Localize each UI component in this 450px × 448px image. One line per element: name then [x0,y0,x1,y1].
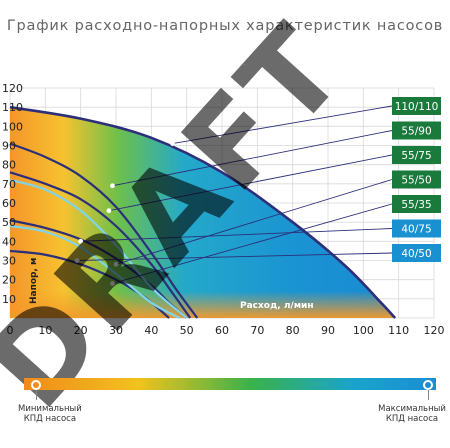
model-label-55/90: 55/90 [401,126,431,138]
y-tick-label: 70 [2,178,16,191]
curve-55/75 [9,171,192,319]
operating-point-55/35 [110,281,115,286]
model-label-110/110: 110/110 [395,101,439,113]
y-axis-label: Напор, м [29,258,39,304]
model-label-55/35: 55/35 [401,199,431,211]
curve-110/110 [9,105,397,319]
x-tick-label: 60 [215,324,229,337]
y-tick-label: 50 [2,216,16,229]
x-tick-label: 110 [388,324,409,337]
min-efficiency-caption: Минимальный КПД насоса [18,404,82,424]
curves [9,105,397,319]
axis-ticks: 0 10 20 30 40 50 60 70 80 90 100 110 120 10 20 30 40 50 60… [2,82,445,337]
model-badge-40/75 [392,219,441,238]
y-tick-label: 100 [2,120,23,133]
model-badge-55/90 [392,121,441,140]
y-tick-label: 10 [2,293,16,306]
model-labels: 110/110 55/90 55/75 55/50 55/35 40/75 40/50 [74,97,441,286]
x-axis-label: Расход, л/мин [240,301,314,311]
operating-point-40/75 [78,238,84,244]
model-label-55/75: 55/75 [401,150,431,162]
operating-point-55/75 [106,208,112,214]
x-tick-label: 0 [7,324,14,337]
model-label-40/75: 40/75 [401,224,431,236]
y-tick-label: 60 [2,197,16,210]
leader-line-55/50 [115,179,393,265]
leader-line-55/75 [108,154,393,212]
x-tick-label: 90 [321,324,335,337]
x-tick-label: 20 [74,324,88,337]
x-tick-label: 70 [250,324,264,337]
model-label-55/50: 55/50 [401,175,431,187]
operating-point-40/50 [74,258,80,263]
leader-line-55/90 [112,130,393,187]
x-tick-label: 30 [109,324,123,337]
efficiency-scale-bar [24,378,436,390]
x-tick-label: 80 [286,324,300,337]
min-efficiency-marker [31,380,41,390]
model-badge-40/50 [392,244,441,262]
model-badge-55/35 [392,195,441,213]
operating-point-55/90 [110,183,115,189]
curve-55/90 [9,142,199,319]
leader-line-40/50 [77,252,393,261]
leader-line-40/75 [80,228,393,242]
operating-point-110/110 [170,141,175,146]
y-tick-label: 80 [2,159,16,172]
y-tick-label: 40 [2,235,16,248]
y-tick-label: 90 [2,140,16,153]
model-badge-110/110 [392,97,441,115]
y-tick-label: 110 [2,101,23,114]
x-tick-label: 10 [38,324,52,337]
leader-line-110/110 [172,105,393,145]
low-head-zone [10,291,396,318]
x-tick-label: 50 [180,324,194,337]
x-tick-label: 40 [144,324,158,337]
model-badge-55/50 [392,170,441,189]
y-tick-label: 120 [2,82,23,95]
max-efficiency-marker [423,380,433,390]
operating-point-55/50 [113,261,119,267]
page-title: График расходно-напорных характеристик н… [6,18,444,34]
leader-line-55/35 [112,203,393,284]
x-tick-label: 120 [424,324,445,337]
y-tick-label: 30 [2,255,16,268]
y-tick-label: 20 [2,274,16,287]
model-badge-55/75 [392,146,441,164]
max-efficiency-caption: Максимальный КПД насоса [378,404,446,424]
model-label-40/50: 40/50 [401,248,431,260]
curve-40/75 [9,178,188,319]
x-tick-label: 100 [353,324,374,337]
